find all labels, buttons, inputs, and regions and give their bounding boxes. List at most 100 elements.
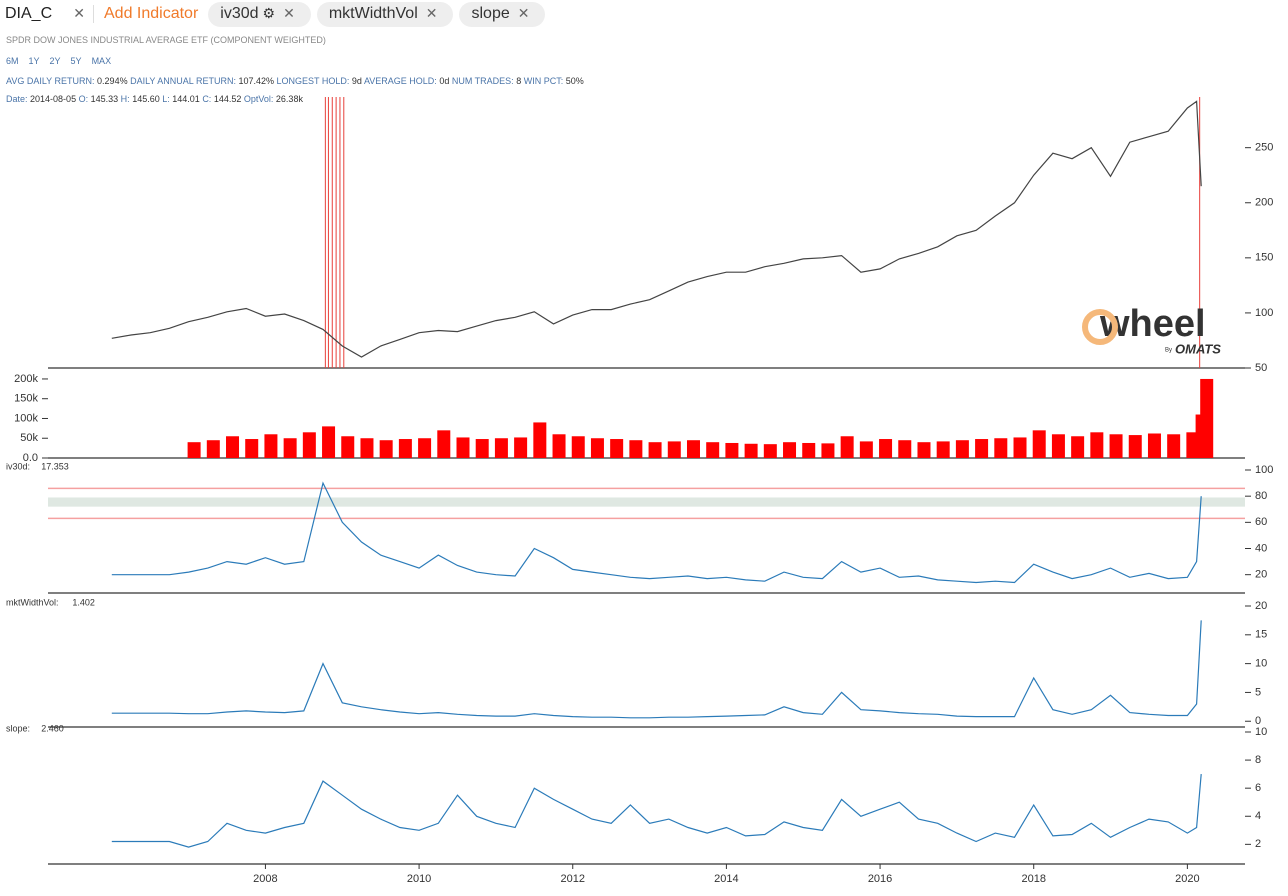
volume-bar (226, 436, 240, 458)
stats-label: NUM TRADES: (451, 76, 514, 86)
panel-value: 2.460 (41, 723, 64, 733)
y-tick-label: 50 (1255, 362, 1267, 374)
range-button[interactable]: 1Y (28, 56, 40, 66)
stats-label: LONGEST HOLD: (276, 76, 350, 86)
stats-value: 50% (565, 76, 584, 86)
y-tick-label: 200k (14, 373, 38, 385)
volume-bar (1013, 437, 1027, 458)
volume-bar (360, 438, 374, 458)
volume-bar (1051, 434, 1065, 458)
panel-label: iv30d: (6, 461, 30, 471)
x-tick-label: 2012 (561, 873, 585, 885)
stats-value: 0d (439, 76, 450, 86)
indicator: mktWidthVol (328, 4, 418, 22)
watermark-by: By (1165, 348, 1172, 354)
info-value: 145.60 (132, 94, 160, 104)
y-tick-label: 15 (1255, 629, 1267, 641)
y-tick-label: 4 (1255, 810, 1261, 822)
info-value: 145.33 (90, 94, 119, 104)
volume-bar (975, 439, 989, 458)
panel-label: mktWidthVol: (6, 597, 59, 607)
y-tick-label: 60 (1255, 516, 1267, 528)
ticker: DIA_C (5, 5, 53, 22)
volume-bar (840, 436, 854, 458)
volume-bar (686, 440, 700, 458)
volume-bar (475, 439, 489, 458)
clear[interactable]: ✕ (73, 5, 85, 21)
y-tick-label: 20 (1255, 600, 1267, 612)
volume-bar (706, 442, 720, 458)
series-line (111, 774, 1202, 848)
volume-bar (1090, 432, 1104, 458)
volume-bar (1032, 430, 1046, 458)
panel-value: 1.402 (72, 597, 95, 607)
stats-value: 8 (516, 76, 522, 86)
toolbar: DIA_C ✕ Add Indicator iv30d ⚙ ✕ mktWidthVol… (0, 0, 551, 28)
watermark-ring (1082, 309, 1118, 345)
info-value: 26.38k (275, 94, 303, 104)
y-tick-label: 150 (1255, 252, 1273, 264)
range-button[interactable]: 6M (6, 56, 19, 66)
volume-bar (1109, 434, 1123, 458)
volume-bar (936, 441, 950, 458)
y-tick-label: 10 (1255, 658, 1267, 670)
range-button[interactable]: 5Y (70, 56, 82, 66)
volume-bar (917, 442, 931, 458)
volume-bar (648, 442, 662, 458)
info-label: L: (162, 94, 170, 104)
y-tick-label: 0.0 (23, 452, 38, 464)
volume-bar (552, 434, 566, 458)
remove[interactable]: ✕ (425, 5, 438, 21)
range-button[interactable]: MAX (91, 56, 112, 66)
band (48, 497, 1245, 507)
volume-bar (571, 436, 585, 458)
stats-value: 107.42% (238, 76, 275, 86)
volume-bar (514, 437, 528, 458)
x-tick-label: 2018 (1021, 873, 1045, 885)
remove[interactable]: ✕ (517, 5, 530, 21)
y-tick-label: 50k (20, 432, 38, 444)
series-line (111, 481, 1202, 584)
info-value: 144.01 (172, 94, 200, 104)
volume-bar (1128, 435, 1142, 458)
stats-label: AVERAGE HOLD: (363, 76, 437, 86)
volume-bar (744, 443, 758, 458)
volume-bar (456, 437, 470, 458)
y-tick-label: 0 (1255, 715, 1261, 727)
volume-bar (821, 443, 835, 458)
panel-value: 17.353 (41, 461, 69, 471)
y-tick-label: 2 (1255, 838, 1261, 850)
indicator-chip[interactable]: slope ✕ (459, 1, 546, 27)
range-button[interactable]: 2Y (49, 56, 61, 66)
volume-bar (610, 439, 624, 458)
volume-bar (322, 426, 336, 458)
y-tick-label: 80 (1255, 490, 1267, 502)
y-tick-label: 200 (1255, 197, 1273, 209)
volume-bar (283, 438, 297, 458)
indicator-chip[interactable]: iv30d ⚙ ✕ (208, 1, 311, 27)
volume-bar (302, 432, 316, 458)
ticker-input[interactable]: DIA_C ✕ (0, 5, 94, 23)
stats: AVG DAILY RETURN: 0.294% DAILY ANNUAL RE… (6, 76, 584, 86)
volume-bar (955, 440, 969, 458)
volume-bar (879, 439, 893, 458)
info-label: O: (78, 94, 89, 104)
remove[interactable]: ✕ (283, 5, 295, 21)
volume-bar (1200, 378, 1214, 458)
volume-bar (590, 438, 604, 458)
info-label: OptVol: (243, 94, 274, 104)
volume-bar (206, 440, 220, 458)
add-indicator[interactable]: Add Indicator (104, 5, 199, 22)
volume-bar (725, 442, 739, 458)
x-tick-label: 2020 (1175, 873, 1199, 885)
volume-bar (994, 438, 1008, 458)
volume-bar (898, 440, 912, 458)
volume-bar (494, 438, 508, 458)
stats-value: 0.294% (97, 76, 128, 86)
settings[interactable]: ⚙ (262, 5, 276, 21)
info: Date: 2014-08-05 O: 145.33 H: 145.60 L: … (6, 94, 303, 104)
info-value: 144.52 (213, 94, 242, 104)
series-line (111, 100, 1202, 358)
indicator-chip[interactable]: mktWidthVol ✕ (316, 1, 454, 27)
